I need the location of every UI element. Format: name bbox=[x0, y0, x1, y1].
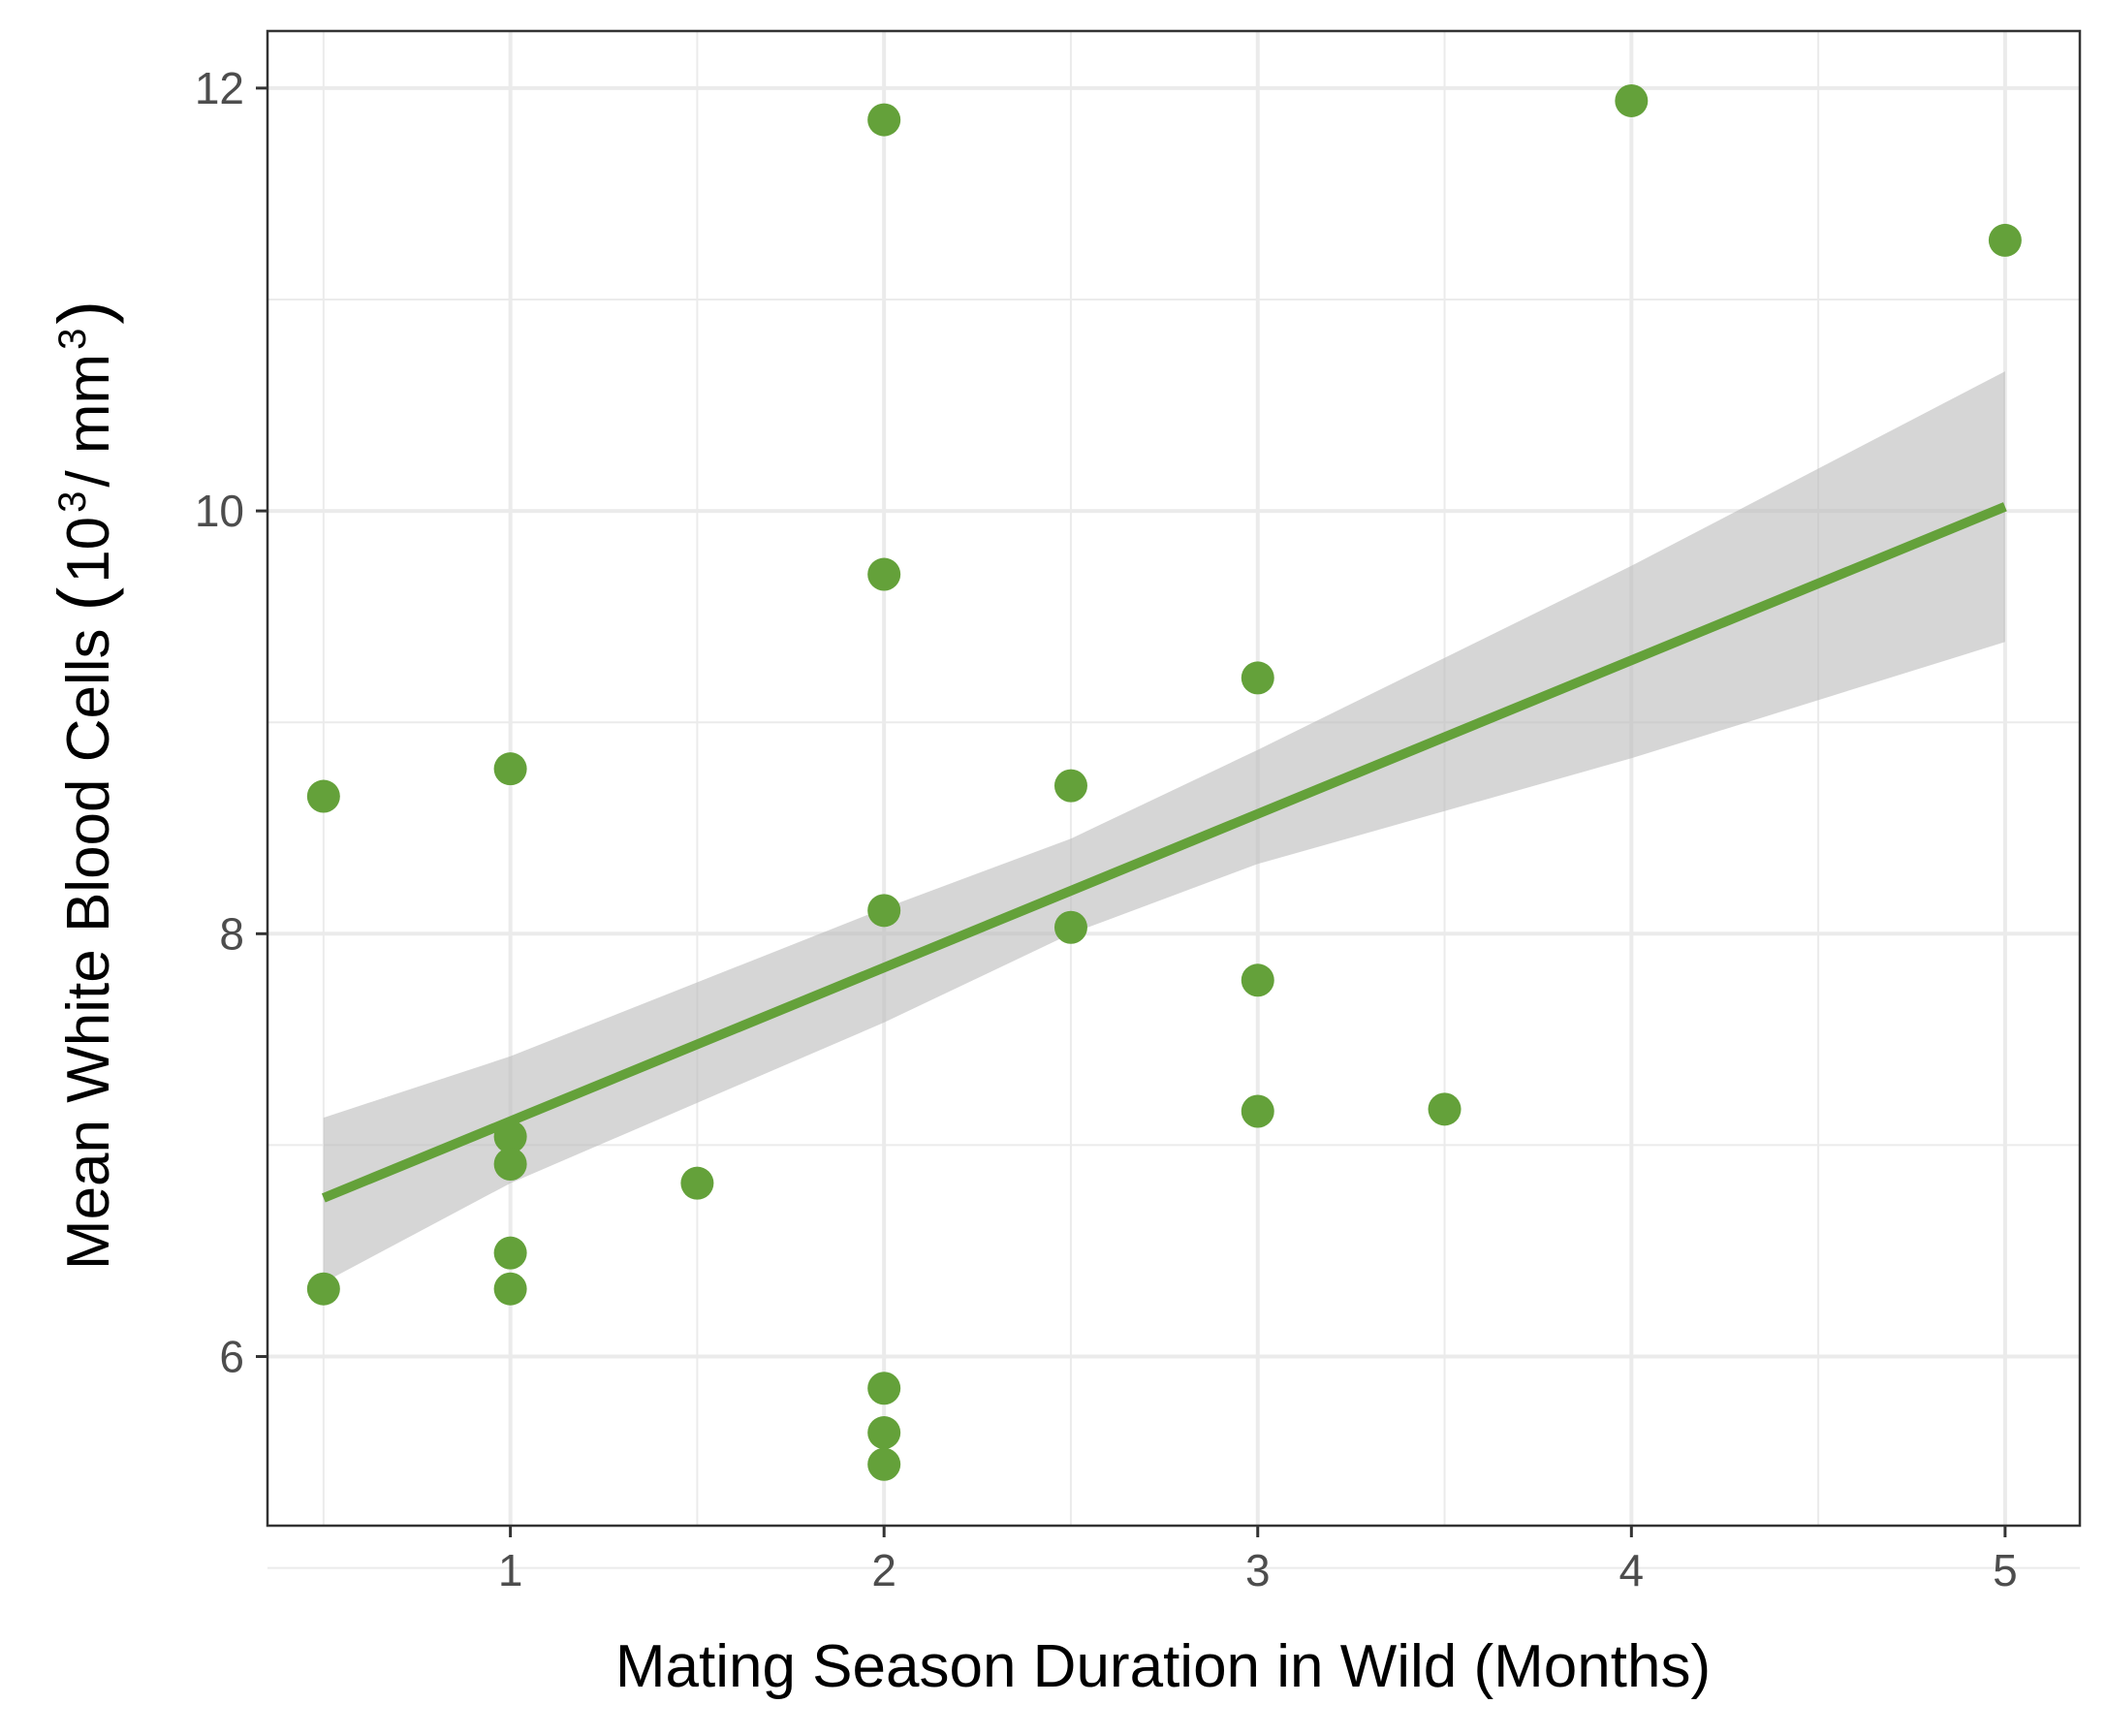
data-point bbox=[493, 752, 527, 786]
x-axis-title: Mating Season Duration in Wild (Months) bbox=[615, 1633, 1711, 1700]
data-point bbox=[306, 1272, 340, 1306]
x-tick-label: 4 bbox=[1619, 1545, 1645, 1595]
y-axis-title-base: 10 bbox=[55, 517, 122, 584]
data-point bbox=[493, 1272, 527, 1306]
data-point bbox=[867, 103, 901, 137]
data-point bbox=[1615, 83, 1649, 117]
x-tick-label: 1 bbox=[498, 1545, 523, 1595]
data-point bbox=[493, 1148, 527, 1182]
data-point bbox=[1988, 223, 2022, 257]
y-axis-ticks: 6 8 10 12 bbox=[195, 63, 267, 1382]
data-point bbox=[867, 1447, 901, 1481]
regression-line bbox=[321, 502, 2007, 1203]
data-point bbox=[867, 1372, 901, 1405]
plot-panel-border bbox=[266, 29, 2082, 1528]
data-point bbox=[867, 894, 901, 928]
data-point bbox=[306, 779, 340, 813]
y-axis-title-main: Mean White Blood Cells bbox=[55, 628, 122, 1270]
data-point bbox=[867, 1416, 901, 1450]
svg-text:Mean White Blood Cells (: Mean White Blood Cells ( 10 3 / mm 3 ) bbox=[44, 300, 124, 1270]
y-axis-title: Mean White Blood Cells ( 10 3 / mm 3 ) bbox=[44, 300, 124, 1270]
x-tick-label: 3 bbox=[1245, 1545, 1271, 1595]
y-axis-title-sup-2: 3 bbox=[51, 329, 94, 350]
x-axis-ticks: 1 2 3 4 5 bbox=[498, 1526, 2018, 1595]
y-axis-title-unit: / mm bbox=[55, 354, 122, 488]
x-tick-label: 5 bbox=[1993, 1545, 2018, 1595]
data-point bbox=[1241, 1094, 1274, 1128]
data-point bbox=[493, 1120, 527, 1153]
y-tick-label: 6 bbox=[219, 1332, 244, 1382]
data-point bbox=[1428, 1092, 1462, 1126]
data-point bbox=[867, 557, 901, 591]
y-tick-label: 8 bbox=[219, 908, 244, 959]
y-axis-title-close-paren: ) bbox=[44, 300, 124, 325]
data-points bbox=[306, 83, 2022, 1481]
y-axis-title-open-paren: ( bbox=[44, 586, 124, 611]
y-tick-label: 12 bbox=[195, 63, 244, 113]
y-axis-title-sup-1: 3 bbox=[51, 491, 94, 513]
data-point bbox=[493, 1236, 527, 1270]
confidence-band bbox=[323, 371, 2005, 1283]
y-tick-label: 10 bbox=[195, 486, 244, 536]
data-point bbox=[1053, 769, 1087, 803]
data-point bbox=[1241, 963, 1274, 997]
x-tick-label: 2 bbox=[871, 1545, 896, 1595]
data-point bbox=[1241, 661, 1274, 695]
data-point bbox=[1053, 910, 1087, 944]
data-point bbox=[680, 1166, 714, 1200]
